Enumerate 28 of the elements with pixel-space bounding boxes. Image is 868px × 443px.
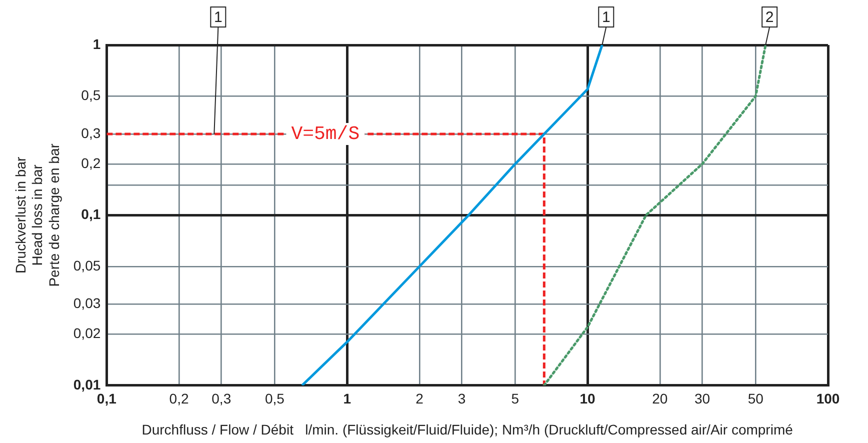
x-axis-title: Durchfluss / Flow / Débit l/min. (Flüssigkeit/Fluid/Fluide); Nm³/h (Druckluft/Compressed air/Air comprimé bbox=[142, 421, 794, 438]
x-tick-label: 10 bbox=[580, 390, 596, 407]
y-tick-label: 0,01 bbox=[73, 376, 101, 392]
y-tick-label: 0,3 bbox=[81, 124, 101, 141]
y-tick-label: 1 bbox=[92, 36, 101, 52]
y-tick-label: 0,02 bbox=[73, 325, 101, 342]
y-tick-label: 0,1 bbox=[81, 206, 101, 222]
x-tick-label: 30 bbox=[694, 390, 710, 407]
y-axis-title: Druckverlust in bar Head loss in bar Perte de charge en bar bbox=[12, 143, 62, 287]
x-tick-label: 5 bbox=[511, 390, 520, 407]
x-tick-label: 50 bbox=[748, 390, 764, 407]
series-label: V=5m/S bbox=[291, 123, 360, 146]
x-tick-label: 0,2 bbox=[169, 390, 189, 407]
y-tick-label: 0,03 bbox=[73, 295, 101, 312]
y-tick-label: 0,5 bbox=[81, 87, 101, 104]
x-tick-label: 0,1 bbox=[96, 390, 117, 407]
y-tick-label: 0,05 bbox=[73, 257, 101, 274]
x-tick-label: 2 bbox=[416, 390, 424, 407]
x-tick-label: 1 bbox=[343, 390, 352, 407]
annotation: 1 bbox=[602, 9, 610, 26]
x-tick-label: 3 bbox=[458, 390, 466, 407]
x-tick-label: 0,3 bbox=[212, 390, 232, 407]
annotation: 1 bbox=[214, 9, 222, 26]
annotation: 2 bbox=[765, 9, 774, 26]
x-tick-label: 0,5 bbox=[264, 390, 285, 407]
x-tick-label: 100 bbox=[816, 390, 840, 407]
x-tick-label: 20 bbox=[652, 390, 668, 407]
y-tick-label: 0,2 bbox=[81, 154, 101, 171]
